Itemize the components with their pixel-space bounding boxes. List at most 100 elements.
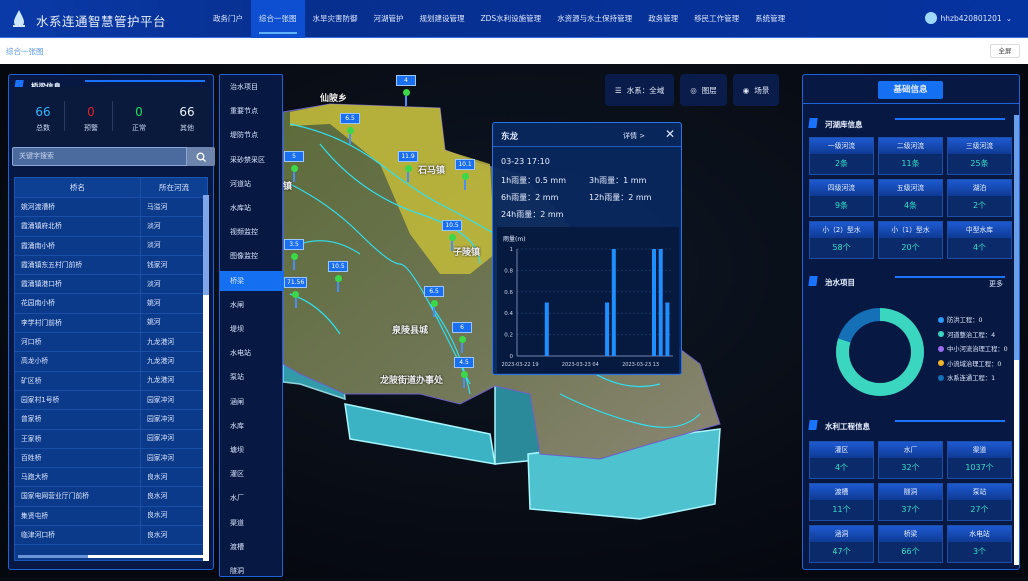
menu-item[interactable]: 泵站	[230, 373, 244, 382]
table-row[interactable]: 霞涌南小桥 淡河	[15, 236, 207, 256]
nav-item[interactable]: 水旱灾害防御	[312, 14, 358, 23]
legend-item[interactable]: 中小河流治理工程：0	[938, 344, 1008, 353]
stat-card[interactable]: 渠道 1037个	[947, 441, 1012, 479]
rain-station-marker[interactable]: 4.5	[454, 357, 474, 388]
column-header-river[interactable]: 所在河流	[159, 183, 189, 192]
stat-card[interactable]: 水厂 32个	[878, 441, 943, 479]
user-menu[interactable]: hhzb420801201 ⌄	[924, 12, 1012, 24]
rain-station-marker[interactable]: 3.5	[284, 239, 304, 270]
table-row[interactable]: 高龙小桥 九龙港河	[15, 352, 207, 372]
menu-item[interactable]: 图像监控	[230, 252, 258, 261]
menu-item[interactable]: 重要节点	[230, 107, 258, 116]
rain-station-marker[interactable]: 6.5	[340, 113, 360, 144]
fullscreen-button[interactable]: 全屏	[990, 44, 1020, 58]
nav-item[interactable]: 综合一张图	[251, 0, 305, 38]
map-control-button[interactable]: ◉ 场景	[732, 74, 780, 106]
rain-bar[interactable]	[611, 249, 616, 356]
stat-card[interactable]: 一级河流 2条	[809, 137, 874, 175]
nav-item[interactable]: 移民工作管理	[694, 14, 740, 23]
table-row[interactable]: 姚河渡漕桥 马溢河	[15, 198, 207, 218]
menu-item[interactable]: 渡槽	[230, 542, 244, 551]
stat-card[interactable]: 小（2）型水 58个	[809, 221, 874, 259]
rain-station-marker[interactable]: 10.5	[442, 220, 462, 251]
stat-card[interactable]: 中型水库 4个	[947, 221, 1012, 259]
stat-card[interactable]: 四级河流 9条	[809, 179, 874, 217]
menu-item[interactable]: 堤防节点	[230, 131, 258, 140]
table-row[interactable]: 矿区桥 九龙港河	[15, 371, 207, 391]
stat-card[interactable]: 五级河流 4条	[878, 179, 943, 217]
table-row[interactable]: 园家村1号桥 园家冲河	[15, 390, 207, 411]
menu-item[interactable]: 治水项目	[230, 83, 258, 91]
menu-item[interactable]: 堤坝	[230, 325, 244, 333]
table-row[interactable]: 曾家桥 园家冲河	[15, 410, 207, 430]
menu-item[interactable]: 水库	[230, 421, 244, 430]
table-row[interactable]: 集贤屯桥 良水河	[15, 506, 207, 527]
nav-item[interactable]: 政务管理	[648, 14, 679, 23]
rain-station-marker[interactable]: 11.9	[398, 151, 418, 182]
nav-item[interactable]: 规划建设管理	[419, 14, 465, 23]
donut-slice[interactable]	[836, 308, 924, 396]
breadcrumb[interactable]: 综合一张图	[6, 47, 44, 56]
legend-item[interactable]: 河道整治工程：4	[938, 330, 995, 339]
rain-station-marker[interactable]: 6	[452, 322, 472, 353]
legend-item[interactable]: 防洪工程：0	[938, 315, 983, 324]
stat-card[interactable]: 隧洞 37个	[878, 483, 943, 521]
nav-item[interactable]: ZDS水利设施管理	[480, 14, 542, 23]
stat-card[interactable]: 三级河流 25条	[947, 137, 1012, 175]
stat-card[interactable]: 渡槽 11个	[809, 483, 874, 521]
basic-info-tab[interactable]: 基础信息	[878, 81, 943, 99]
stat-card[interactable]: 湖泊 2个	[947, 179, 1012, 217]
table-row[interactable]: 河口桥 九龙港河	[15, 333, 207, 353]
menu-item[interactable]: 灌区	[230, 470, 244, 479]
rain-bar[interactable]	[665, 302, 670, 357]
rain-station-marker[interactable]: 5	[284, 151, 304, 182]
more-link[interactable]: 更多	[989, 280, 1003, 288]
nav-item[interactable]: 水资源与水土保持管理	[557, 14, 633, 23]
donut-slice[interactable]	[838, 308, 880, 343]
table-row[interactable]: 王家桥 园家冲河	[15, 429, 207, 449]
menu-item[interactable]: 采砂禁采区	[230, 155, 265, 164]
menu-item[interactable]: 水闸	[230, 300, 244, 309]
rain-bar[interactable]	[652, 249, 656, 356]
stat-card[interactable]: 小（1）型水 20个	[878, 221, 943, 259]
nav-item[interactable]: 系统管理	[755, 14, 786, 23]
search-input[interactable]: 关键字搜索	[12, 147, 187, 166]
menu-item[interactable]: 渠道	[230, 518, 244, 527]
rain-bar[interactable]	[544, 302, 549, 357]
column-header-name[interactable]: 桥名	[15, 178, 141, 197]
table-row[interactable]: 百姓桥 园家冲河	[15, 448, 207, 469]
menu-item[interactable]: 水电站	[230, 349, 251, 358]
menu-item[interactable]: 水厂	[230, 494, 244, 503]
stat-card[interactable]: 泵站 27个	[947, 483, 1012, 521]
legend-item[interactable]: 小流域治理工程：0	[938, 359, 1001, 368]
table-row[interactable]: 花园南小桥 姚河	[15, 294, 207, 314]
detail-link[interactable]: 详情 >	[623, 132, 646, 140]
map-control-button[interactable]: ☰ 水系：全域	[605, 74, 675, 106]
stat-card[interactable]: 桥梁 66个	[878, 525, 943, 563]
menu-item[interactable]: 隧洞	[230, 567, 244, 575]
stat-card[interactable]: 二级河流 11条	[878, 137, 943, 175]
menu-item[interactable]: 河道站	[230, 179, 251, 188]
menu-item[interactable]: 塘坝	[230, 446, 244, 454]
table-row[interactable]: 霞涌镇府北桥 淡河	[15, 217, 207, 237]
rain-station-marker[interactable]: 10.5	[328, 261, 348, 292]
panel-scrollbar[interactable]	[1014, 115, 1019, 565]
close-icon[interactable]: ✕	[665, 127, 676, 141]
table-row[interactable]: 霞涌镇东五村门前桥 钱家河	[15, 255, 207, 276]
stat-card[interactable]: 灌区 4个	[809, 441, 874, 479]
rain-station-marker[interactable]: 71.56	[284, 277, 308, 308]
rain-bar[interactable]	[605, 302, 610, 357]
nav-item[interactable]: 河湖管护	[373, 14, 404, 23]
nav-item[interactable]: 政务门户	[213, 14, 243, 23]
menu-item[interactable]: 视频监控	[230, 228, 258, 237]
table-h-scrollbar[interactable]	[18, 555, 208, 558]
table-scrollbar[interactable]	[203, 195, 209, 561]
table-row[interactable]: 马跑大桥 良水河	[15, 468, 207, 488]
rain-station-marker[interactable]: 4	[396, 75, 416, 106]
search-button[interactable]	[187, 147, 215, 166]
menu-item[interactable]: 水库站	[230, 204, 251, 212]
legend-item[interactable]: 水系连通工程：1	[938, 373, 995, 382]
stat-card[interactable]: 水电站 3个	[947, 525, 1012, 563]
rain-bar[interactable]	[658, 249, 663, 356]
table-row[interactable]: 霞涌镇港口桥 淡河	[15, 275, 207, 295]
